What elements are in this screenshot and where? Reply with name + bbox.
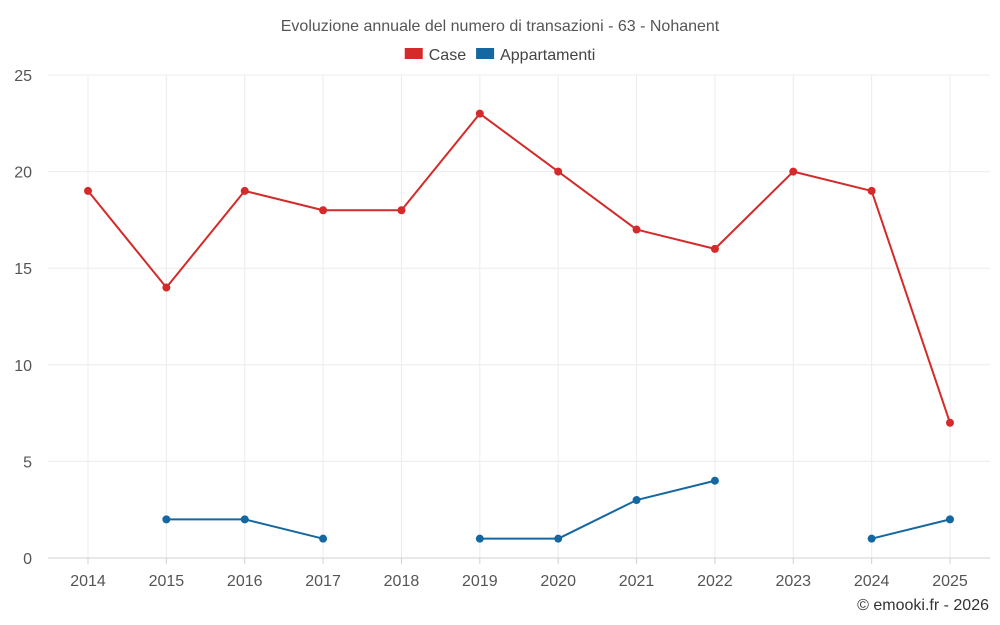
- x-tick-label: 2015: [149, 573, 185, 590]
- series-case: [84, 109, 954, 427]
- series-line-appartamenti: [871, 518, 951, 540]
- data-point-case-2024[interactable]: [867, 186, 876, 195]
- x-tick-label: 2021: [619, 573, 655, 590]
- x-tick-label: 2014: [70, 573, 106, 590]
- x-tick-label: 2023: [775, 573, 811, 590]
- y-tick-label: 25: [14, 68, 32, 85]
- series-appartamenti: [162, 476, 954, 543]
- data-point-appartamenti-2025[interactable]: [946, 515, 954, 524]
- data-point-case-2023[interactable]: [789, 167, 798, 176]
- chart-title: Evoluzione annuale del numero di transaz…: [281, 18, 720, 35]
- data-point-appartamenti-2020[interactable]: [554, 534, 563, 543]
- legend-label: Case: [429, 47, 466, 64]
- data-point-appartamenti-2021[interactable]: [632, 496, 641, 505]
- data-point-appartamenti-2019[interactable]: [475, 534, 484, 543]
- data-point-appartamenti-2016[interactable]: [240, 515, 249, 524]
- series-line-appartamenti: [479, 479, 716, 540]
- data-point-case-2025[interactable]: [946, 418, 954, 427]
- x-tick-label: 2020: [540, 573, 576, 590]
- legend-label: Appartamenti: [500, 47, 595, 64]
- legend: Case Appartamenti: [404, 47, 595, 64]
- legend-item-case[interactable]: Case: [404, 47, 466, 64]
- y-tick-label: 10: [14, 358, 32, 375]
- data-point-case-2016[interactable]: [240, 186, 249, 195]
- data-point-case-2021[interactable]: [632, 225, 641, 234]
- legend-swatch: [404, 48, 423, 59]
- x-tick-label: 2018: [384, 573, 420, 590]
- data-point-appartamenti-2022[interactable]: [710, 476, 719, 485]
- legend-item-appartamenti[interactable]: Appartamenti: [476, 47, 595, 64]
- data-point-case-2022[interactable]: [710, 244, 719, 253]
- data-point-case-2020[interactable]: [554, 167, 563, 176]
- x-tick-label: 2017: [305, 573, 341, 590]
- data-point-case-2019[interactable]: [475, 109, 484, 118]
- legend-swatch: [476, 48, 495, 59]
- x-tick-label: 2019: [462, 573, 498, 590]
- grid: [48, 74, 990, 558]
- data-point-appartamenti-2015[interactable]: [162, 515, 171, 524]
- series-line-case: [87, 112, 951, 424]
- y-tick-label: 20: [14, 165, 32, 182]
- credit-text: © emooki.fr - 2026: [857, 597, 989, 614]
- y-tick-label: 0: [23, 551, 32, 568]
- data-point-appartamenti-2024[interactable]: [867, 534, 876, 543]
- x-tick-label: 2022: [697, 573, 733, 590]
- data-point-case-2017[interactable]: [319, 206, 328, 215]
- x-tick-label: 2024: [854, 573, 890, 590]
- data-point-appartamenti-2017[interactable]: [319, 534, 328, 543]
- series-layer: [84, 109, 954, 543]
- data-point-case-2014[interactable]: [84, 186, 92, 195]
- y-tick-label: 5: [23, 454, 32, 471]
- data-point-case-2015[interactable]: [162, 283, 171, 292]
- y-tick-label: 15: [14, 261, 32, 278]
- x-tick-label: 2016: [227, 573, 263, 590]
- data-point-case-2018[interactable]: [397, 206, 406, 215]
- x-tick-label: 2025: [932, 573, 968, 590]
